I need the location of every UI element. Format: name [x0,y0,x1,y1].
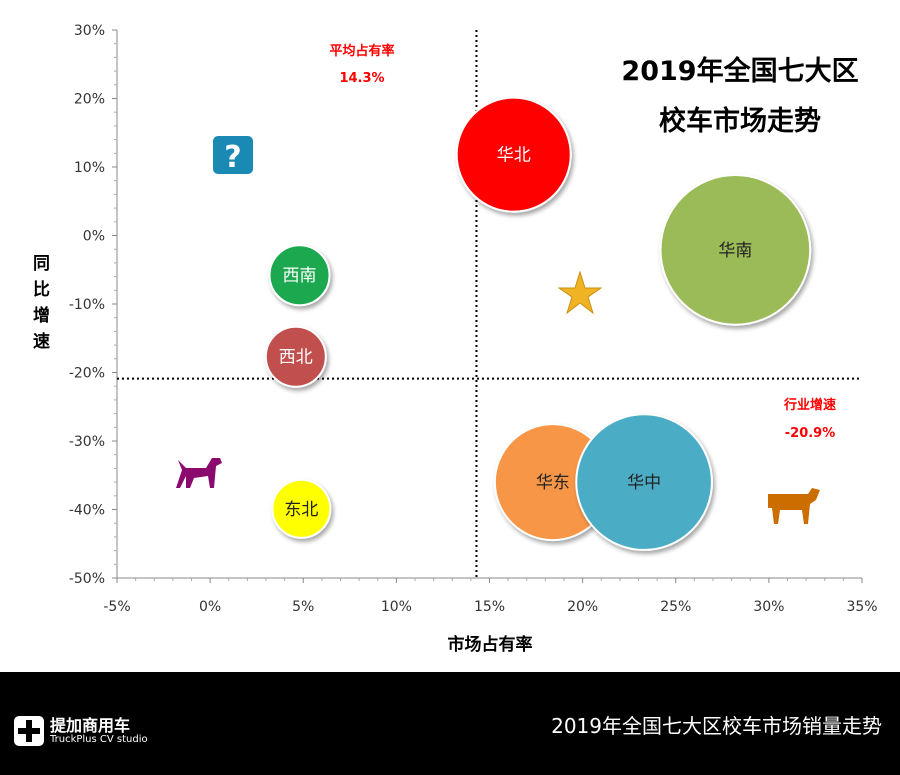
x-tick-label: 5% [292,599,314,615]
bubble-chart: 30% 20% 10% 0% -10% -20% -30% -40% -50% -5% 0% 5% 10… [69,23,878,655]
chart-title-line-2: 校车市场走势 [659,105,821,137]
bubble-东北 [271,478,332,539]
bubble-label: 华北 [497,146,531,166]
bubble-华南 [659,174,812,326]
y-tick-label: 10% [74,160,105,176]
avg-share-label: 平均占有率 [329,43,394,59]
x-tick-label: 20% [567,599,598,615]
y-tick-label: -40% [69,503,105,519]
footer-title: 2019年全国七大区校车市场销量走势 [551,714,882,738]
y-tick-label: -30% [69,434,105,450]
question-mark: ? [224,140,241,175]
star-icon [557,270,603,315]
industry-growth-value: -20.9% [785,426,836,441]
logo-icon [14,716,44,746]
bubble-西南 [268,244,331,307]
cow-icon [768,488,820,524]
bubble-华北 [455,96,572,213]
dog-icon [176,458,222,488]
bubble-西北 [264,325,327,388]
y-tick-label: 20% [74,92,105,108]
y-axis-label: 同比增速 [29,254,49,358]
x-tick-label: 25% [660,599,691,615]
x-tick-label: -5% [103,599,130,615]
bubble-label: 华南 [718,241,752,261]
logo-en: TruckPlus CV studio [50,733,148,745]
x-tick-label: 10% [381,599,412,615]
y-tick-label: -50% [69,571,105,587]
question-icon: ? [213,136,253,175]
footer-bar: 提加商用车 TruckPlus CV studio 2019年全国七大区校车市场… [0,672,900,775]
bubble-label: 华东 [536,473,570,493]
x-axis-label: 市场占有率 [448,634,533,655]
y-tick-label: -20% [69,366,105,382]
bubble-label: 华中 [627,473,661,493]
x-tick-label: 15% [474,599,505,615]
x-tick-label: 35% [846,599,877,615]
x-tick-label: 30% [753,599,784,615]
bubble-label: 东北 [284,500,318,520]
avg-share-value: 14.3% [339,71,384,86]
question-icon-bg [213,136,253,174]
y-tick-label: -10% [69,297,105,313]
y-tick-label: 0% [83,229,105,245]
y-tick-label: 30% [74,23,105,39]
bubble-华中 [575,413,713,551]
bubble-label: 西北 [279,348,313,368]
x-tick-label: 0% [199,599,221,615]
chart-title-line-1: 2019年全国七大区 [621,55,858,87]
industry-growth-label: 行业增速 [783,397,836,413]
logo-cn: 提加商用车 [50,715,131,735]
bubble-label: 西南 [283,266,317,286]
logo: 提加商用车 TruckPlus CV studio [14,716,148,746]
